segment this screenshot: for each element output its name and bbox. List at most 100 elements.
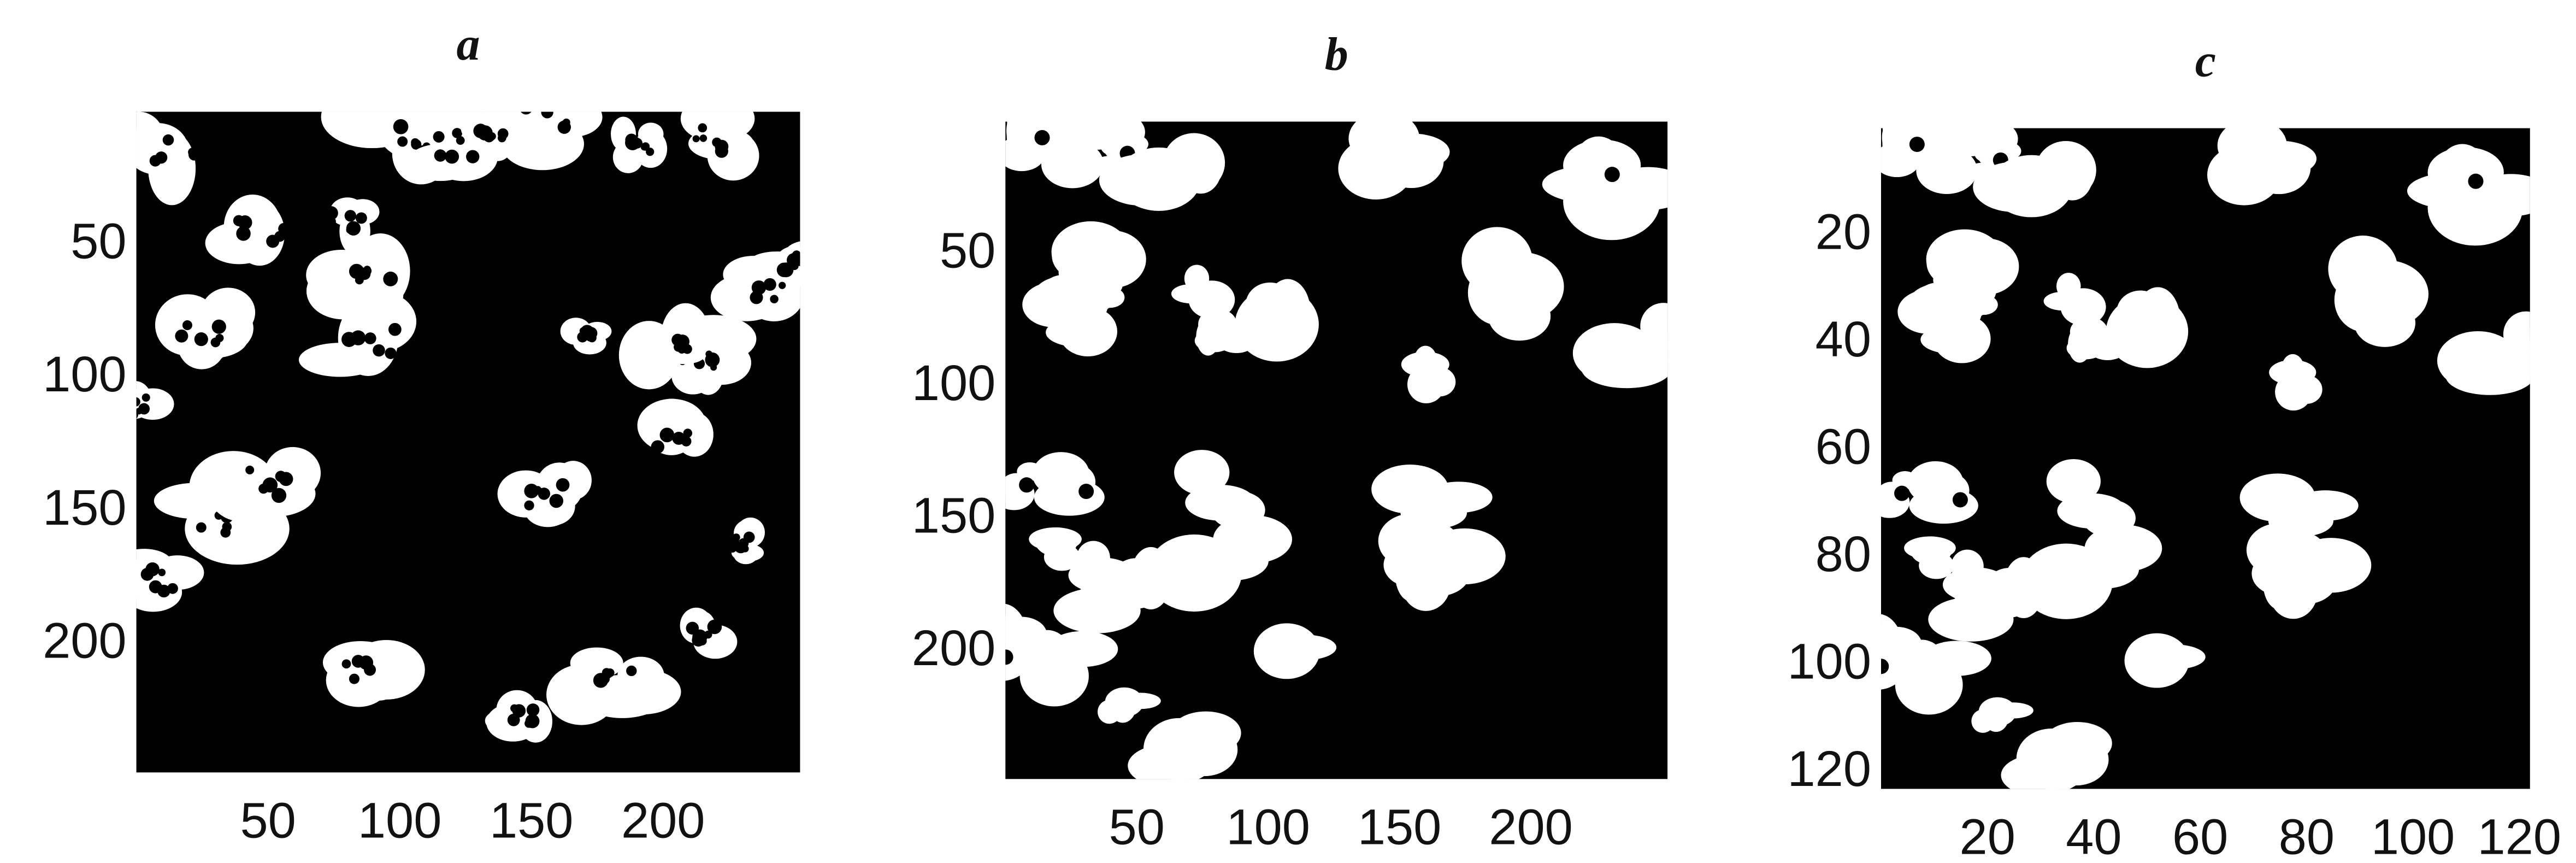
blob: [1031, 276, 1097, 322]
blob: [1101, 132, 1148, 156]
blob-speck: [275, 471, 287, 482]
blob-speck: [682, 344, 692, 354]
blob-speck: [510, 704, 518, 713]
blob-speck: [521, 111, 532, 115]
blob: [637, 398, 707, 453]
blob-hole: [2468, 173, 2484, 189]
blob: [1076, 541, 1110, 575]
blob-speck: [393, 119, 409, 134]
blob-speck: [158, 568, 166, 577]
blob-speck: [556, 478, 570, 492]
blob-speck: [557, 120, 571, 134]
panel-title: a: [456, 17, 480, 70]
blob: [2052, 151, 2093, 201]
blob: [1919, 552, 1954, 579]
blob: [1950, 549, 1984, 583]
blob-speck: [149, 580, 162, 594]
x-tick-label: 100: [358, 793, 442, 849]
blob-hole: [1005, 649, 1013, 665]
blob: [298, 343, 381, 377]
blob-speck: [136, 397, 140, 407]
blob: [1563, 162, 1660, 240]
blob-hole: [1909, 137, 1925, 152]
image-background: [1881, 128, 2530, 789]
x-tick-label: 120: [2478, 809, 2562, 863]
panel: b 50 100 150 200 50 100 150 200: [912, 27, 1668, 855]
blob-hole: [1604, 167, 1620, 183]
blob-speck: [659, 427, 675, 443]
blob-speck: [364, 332, 376, 344]
blob-speck: [692, 135, 700, 143]
blob: [1215, 322, 1258, 353]
x-tick-label: 100: [1226, 800, 1310, 855]
blob-speck: [466, 150, 480, 163]
blob-speck: [640, 143, 648, 151]
blob-speck: [672, 431, 686, 445]
blob: [201, 287, 256, 337]
blob: [2056, 273, 2081, 300]
blob: [2135, 287, 2180, 351]
blob-speck: [373, 344, 385, 357]
blob: [1099, 154, 1184, 206]
x-tick-label: 40: [2066, 809, 2121, 863]
blob-speck: [445, 149, 459, 164]
y-tick-label: 150: [912, 488, 996, 543]
blob-speck: [182, 320, 192, 331]
blob-speck: [238, 215, 252, 230]
x-tick-label: 60: [2172, 809, 2228, 863]
y-tick-label: 40: [1815, 312, 1871, 367]
blob-hole: [1034, 130, 1050, 145]
blob-speck: [779, 281, 786, 289]
blob-speck: [553, 98, 565, 110]
blob-speck: [524, 484, 539, 498]
blob-speck: [220, 527, 231, 538]
blob: [540, 111, 603, 138]
blob-speck: [524, 719, 534, 728]
blob: [1184, 265, 1210, 292]
x-tick-label: 150: [490, 793, 574, 849]
blob: [2292, 490, 2359, 521]
blob-speck: [699, 134, 708, 142]
blob: [321, 111, 423, 149]
blob-speck: [194, 332, 208, 347]
x-tick-label: 50: [1109, 800, 1165, 855]
blob-speck: [145, 562, 160, 577]
x-tick-label: 80: [2279, 809, 2335, 863]
blob: [1265, 279, 1311, 344]
y-tick-label: 50: [70, 213, 126, 269]
blob-speck: [351, 655, 365, 668]
blob-speck: [258, 483, 269, 494]
blob-speck: [794, 254, 800, 267]
blob-speck: [763, 278, 776, 291]
blob: [638, 122, 664, 146]
blob-speck: [411, 139, 422, 150]
blob: [1174, 450, 1230, 495]
blob-speck: [434, 149, 447, 162]
blob: [1395, 548, 1429, 602]
blob-speck: [776, 262, 792, 278]
blob-speck: [557, 96, 568, 108]
image-background: [1005, 121, 1668, 779]
panel: c 20 40 60 80 100 120 20 40 60 80 100 120: [1788, 34, 2562, 863]
blob: [680, 111, 755, 143]
x-tick-label: 100: [2371, 809, 2455, 863]
blob-speck: [236, 226, 251, 241]
blob-speck: [602, 668, 612, 679]
blob-speck: [383, 271, 398, 286]
blob-speck: [136, 410, 139, 419]
blob-speck: [388, 322, 402, 336]
blob: [1969, 294, 1998, 315]
blob: [2046, 459, 2101, 503]
image-blobs: [136, 96, 800, 743]
blob: [1425, 482, 1493, 513]
blob-speck: [210, 337, 221, 348]
y-tick-label: 150: [43, 480, 127, 536]
y-tick-label: 100: [912, 355, 996, 411]
blob: [1196, 541, 1269, 581]
y-tick-label: 20: [1815, 204, 1871, 260]
image-blobs: [1005, 121, 1668, 779]
blob-speck: [136, 397, 137, 401]
blob: [148, 132, 196, 206]
blob-speck: [452, 128, 463, 138]
